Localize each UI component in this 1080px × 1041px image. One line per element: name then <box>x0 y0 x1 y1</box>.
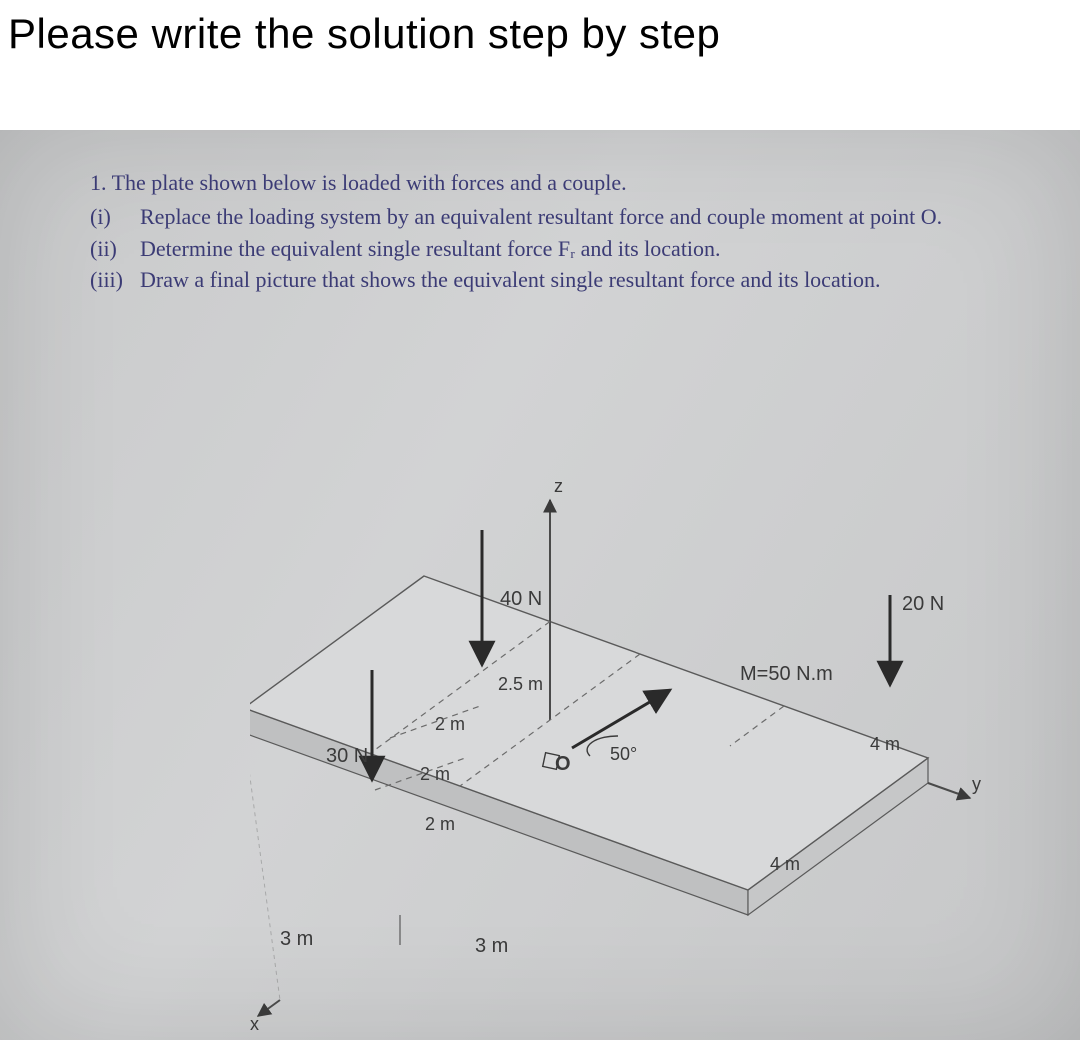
y-axis <box>928 783 970 798</box>
dim-3m-left: 3 m <box>280 928 313 950</box>
x-axis <box>258 1000 280 1016</box>
question-lead: 1. The plate shown below is loaded with … <box>90 170 1040 196</box>
part-number: (ii) <box>90 234 140 264</box>
question-part-1: (i) Replace the loading system by an equ… <box>90 202 1040 232</box>
dim-2m-a: 2 m <box>435 714 465 734</box>
dim-2m-b: 2 m <box>420 764 450 784</box>
dim-2m-c: 2 m <box>425 814 455 834</box>
force-30n-label: 30 N <box>326 745 368 767</box>
instruction-heading: Please write the solution step by step <box>8 10 720 58</box>
y-axis-label: y <box>972 774 981 794</box>
z-axis-label: z <box>554 476 563 496</box>
dim-4m-a: 4 m <box>870 734 900 754</box>
part-number: (i) <box>90 202 140 232</box>
x-axis-label: x <box>250 1014 259 1030</box>
force-20n-label: 20 N <box>902 593 944 615</box>
dim-2p5m: 2.5 m <box>498 674 543 694</box>
question-part-3: (iii) Draw a final picture that shows th… <box>90 265 1040 295</box>
dim-4m-b: 4 m <box>770 854 800 874</box>
part-number: (iii) <box>90 265 140 295</box>
dim-3m-right: 3 m <box>475 935 508 957</box>
x-axis-guide <box>250 733 280 1000</box>
part-text: Replace the loading system by an equival… <box>140 202 1040 232</box>
angle-label: 50° <box>610 744 637 764</box>
plate-diagram: z y x 2.5 m <box>250 470 1000 1030</box>
force-40n-label: 40 N <box>500 588 542 610</box>
problem-photo: 1. The plate shown below is loaded with … <box>0 130 1080 1040</box>
couple-label: M=50 N.m <box>740 663 833 685</box>
question-text: 1. The plate shown below is loaded with … <box>90 170 1040 297</box>
part-text: Draw a final picture that shows the equi… <box>140 265 1040 295</box>
question-part-2: (ii) Determine the equivalent single res… <box>90 234 1040 264</box>
part-text: Determine the equivalent single resultan… <box>140 234 1040 264</box>
